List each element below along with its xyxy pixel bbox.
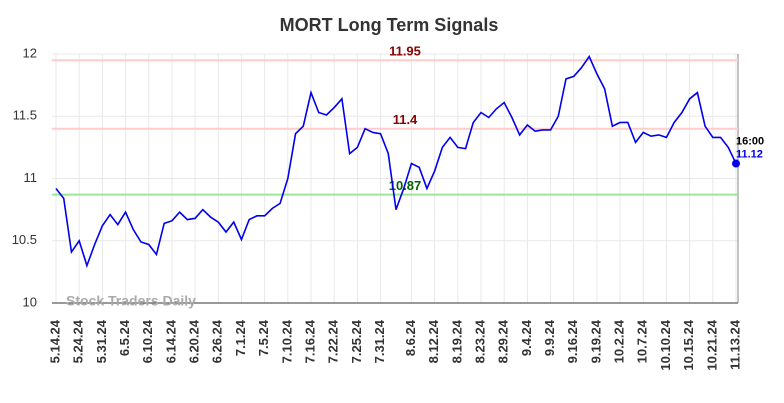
x-tick-label: 5.14.24	[47, 319, 62, 363]
x-tick-label: 7.1.24	[233, 319, 248, 356]
signal-label: 11.4	[393, 112, 418, 127]
x-tick-label: 8.29.24	[496, 319, 511, 363]
x-tick-label: 9.19.24	[588, 319, 603, 363]
x-tick-label: 6.10.24	[140, 319, 155, 363]
signal-label: 11.95	[389, 44, 421, 59]
x-tick-label: 7.31.24	[372, 319, 387, 363]
chart-title: MORT Long Term Signals	[280, 15, 499, 35]
x-tick-label: 7.25.24	[349, 319, 364, 363]
x-tick-label: 6.20.24	[187, 319, 202, 363]
x-tick-label: 7.10.24	[279, 319, 294, 363]
line	[55, 54, 737, 269]
x-tick-label: 5.24.24	[71, 319, 86, 363]
last-time: 16:00	[736, 135, 764, 147]
x-tick-label: 10.7.24	[635, 319, 650, 363]
y-tick-label: 11	[24, 170, 38, 185]
x-tick-label: 11.13.24	[727, 319, 742, 370]
x-tick-label: 6.5.24	[117, 319, 132, 356]
y-tick-label: 10.5	[12, 232, 37, 247]
watermark: Stock Traders Daily	[66, 293, 196, 309]
x-tick-label: 7.22.24	[326, 319, 341, 363]
x-tick-label: 10.15.24	[681, 319, 696, 370]
x-tick-label: 5.31.24	[94, 319, 109, 363]
x-tick-label: 10.10.24	[658, 319, 673, 370]
x-tick-label: 8.23.24	[472, 319, 487, 363]
x-tick-label: 7.16.24	[302, 319, 317, 363]
y-tick-label: 11.5	[13, 108, 37, 123]
x-tick-label: 9.16.24	[565, 319, 580, 363]
x-tick-label: 8.12.24	[426, 319, 441, 363]
y-tick-label: 10	[23, 294, 37, 309]
y-tick-label: 12	[23, 45, 37, 60]
last-point	[732, 159, 740, 168]
x-tick-label: 10.2.24	[612, 319, 627, 363]
x-tick-label: 6.14.24	[163, 319, 178, 363]
x-tick-label: 9.9.24	[542, 319, 557, 356]
x-tick-label: 8.19.24	[449, 319, 464, 363]
x-tick-label: 8.6.24	[403, 319, 418, 356]
x-tick-label: 9.4.24	[519, 319, 534, 356]
x-tick-label: 6.26.24	[210, 319, 225, 363]
last-value: 11.12	[736, 148, 763, 160]
x-tick-label: 10.21.24	[704, 319, 719, 370]
x-tick-label: 7.5.24	[256, 319, 271, 356]
